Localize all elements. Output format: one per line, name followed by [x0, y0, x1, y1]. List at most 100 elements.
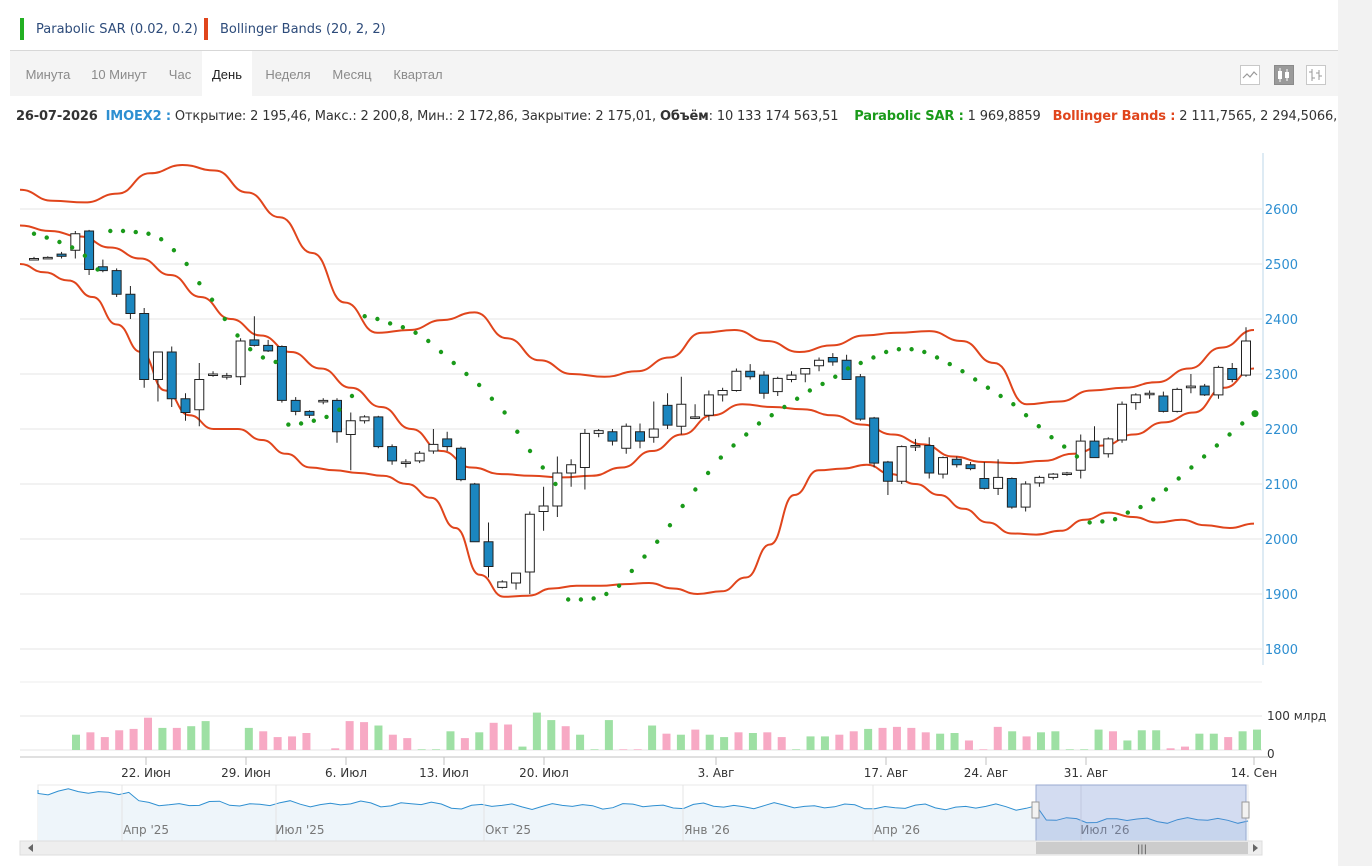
legend-item-parabolic-sar[interactable]: Parabolic SAR (0.02, 0.2) [20, 18, 198, 40]
indicator-legend: Parabolic SAR (0.02, 0.2) Bollinger Band… [0, 0, 1338, 50]
candle-body-up [786, 374, 797, 381]
bollinger-middle-band [19, 224, 1255, 479]
ohlc-bars-icon[interactable] [1306, 65, 1326, 85]
sar-dot [527, 448, 533, 454]
sar-dot [349, 393, 355, 399]
candle [180, 393, 191, 421]
candlestick-icon[interactable] [1274, 65, 1294, 85]
volume-grid [20, 681, 1262, 751]
sar-dot [260, 355, 266, 360]
candle [566, 459, 577, 487]
volume-bar [806, 736, 815, 750]
candle-body-down [332, 399, 342, 433]
sar-dot [44, 235, 49, 240]
candle [993, 459, 1004, 495]
candle [483, 522, 494, 578]
candle-body-up [1048, 473, 1059, 478]
volume-bar [86, 732, 95, 750]
price-tick-label: 2500 [1265, 258, 1298, 273]
candle [869, 416, 880, 468]
volume-bar [1108, 731, 1117, 750]
candle [318, 398, 329, 405]
navigator-tick-label: Апр '25 [123, 823, 169, 837]
candle-body-down [276, 346, 287, 401]
volume-bar [417, 749, 426, 750]
bollinger-lower-band [19, 263, 1255, 598]
volume-bar [345, 721, 354, 750]
candle [373, 415, 384, 449]
sar-dot [833, 374, 838, 379]
candle-body-down [662, 404, 673, 426]
candle [1006, 477, 1017, 509]
tab-minute[interactable]: Минута [25, 67, 71, 82]
sar-dot [273, 359, 278, 365]
page-scrollbar[interactable] [1338, 0, 1372, 866]
navigator-tick-label: Апр '26 [874, 823, 920, 837]
candle-body-down [455, 447, 466, 481]
candle-body-down [635, 431, 645, 442]
candle-body-up [800, 368, 811, 375]
candle [111, 268, 122, 297]
candle [786, 371, 797, 383]
tab-day[interactable]: День [202, 51, 252, 96]
candle [621, 423, 632, 454]
date-tick-label: 31. Авг [1064, 766, 1108, 780]
candle [841, 354, 852, 380]
sar-dot [667, 523, 673, 528]
sar-dot [1189, 465, 1194, 470]
candle [882, 460, 893, 495]
sar-dot [718, 455, 724, 460]
candle-body-down [180, 398, 191, 413]
candle [579, 429, 590, 490]
price-tick-label: 2400 [1265, 313, 1298, 328]
line-chart-icon[interactable] [1240, 65, 1260, 85]
tab-10-minutes[interactable]: 10 Минут [91, 67, 147, 82]
info-volume-label: Объём [660, 109, 709, 124]
sar-dot [1227, 432, 1232, 437]
volume-bar [1253, 729, 1261, 750]
sar-dot [286, 422, 291, 427]
volume-bar [792, 749, 801, 750]
volume-bar [662, 733, 671, 750]
candle-body-down [607, 431, 618, 442]
volume-bar [648, 725, 657, 750]
ohlc-info-line: 26-07-2026 IMOEX2 : Открытие: 2 195,46, … [16, 109, 1372, 124]
candle-body-down [249, 339, 260, 346]
tab-hour[interactable]: Час [168, 67, 192, 82]
candle-body-up [414, 452, 425, 462]
navigator-series [37, 788, 1249, 824]
sar-dot [362, 314, 367, 319]
volume-bar [619, 749, 628, 750]
candle-body-down [387, 446, 398, 462]
volume-bar [691, 729, 700, 750]
volume-bar [388, 734, 397, 750]
date-tick-label: 13. Июл [419, 766, 469, 780]
volume-bar [576, 734, 585, 750]
sar-dot [642, 554, 647, 559]
scroll-right-icon [1253, 844, 1258, 852]
candle-body-up [648, 428, 659, 438]
tab-month[interactable]: Месяц [332, 67, 372, 82]
candle-body-up [1117, 403, 1128, 441]
volume-bar [1224, 737, 1233, 750]
candle-body-down [125, 293, 136, 314]
tab-quarter[interactable]: Квартал [393, 67, 443, 82]
sar-dot [680, 503, 685, 509]
candle [1241, 327, 1251, 377]
scroll-left-icon [28, 844, 33, 852]
volume-bar [1238, 731, 1247, 750]
candle-body-up [731, 370, 742, 391]
sar-dot [960, 369, 965, 374]
candle [29, 256, 39, 261]
candle-body-up [524, 513, 535, 573]
tab-week[interactable]: Неделя [265, 67, 311, 82]
volume-bar [1166, 748, 1175, 750]
date-tick-label: 6. Июл [325, 766, 367, 780]
candle [276, 345, 287, 403]
candle [717, 387, 728, 402]
candle-body-up [152, 351, 163, 380]
sar-dot [1214, 443, 1220, 448]
candle [951, 456, 962, 468]
volume-bar [244, 727, 253, 750]
legend-item-bollinger-bands[interactable]: Bollinger Bands (20, 2, 2) [204, 18, 386, 40]
